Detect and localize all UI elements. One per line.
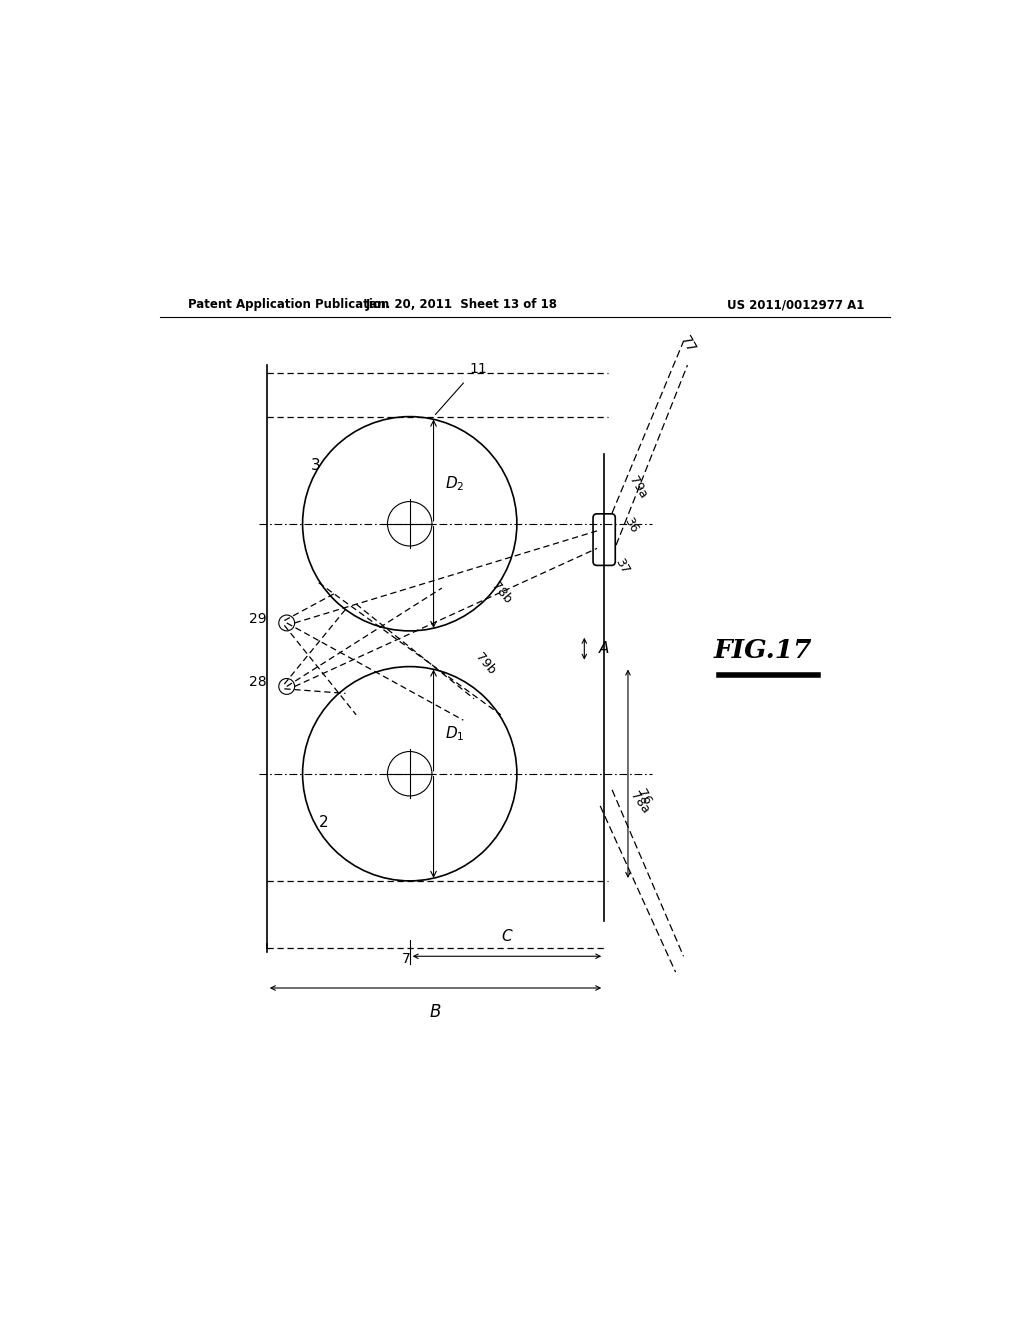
Text: 28: 28	[249, 676, 267, 689]
Text: Patent Application Publication: Patent Application Publication	[187, 298, 389, 312]
Text: 11: 11	[469, 362, 487, 376]
Text: 3: 3	[310, 458, 321, 473]
Text: 37: 37	[612, 556, 631, 577]
Text: 76: 76	[634, 788, 653, 808]
Text: 79a: 79a	[627, 474, 649, 502]
Text: 29: 29	[249, 612, 267, 626]
Text: $D_1$: $D_1$	[445, 725, 465, 743]
Text: B: B	[430, 1003, 441, 1020]
Text: US 2011/0012977 A1: US 2011/0012977 A1	[727, 298, 864, 312]
Text: C: C	[502, 929, 512, 944]
Text: 79b: 79b	[472, 651, 498, 677]
Text: A: A	[599, 642, 609, 656]
Text: $D_2$: $D_2$	[445, 475, 465, 494]
Text: Jan. 20, 2011  Sheet 13 of 18: Jan. 20, 2011 Sheet 13 of 18	[366, 298, 557, 312]
Text: 2: 2	[318, 816, 328, 830]
Text: 77: 77	[677, 334, 698, 356]
Text: FIG.17: FIG.17	[714, 639, 812, 663]
Text: 7: 7	[401, 952, 411, 966]
Text: 36: 36	[622, 515, 641, 535]
Text: 78b: 78b	[488, 579, 514, 606]
Text: 78a: 78a	[628, 789, 652, 816]
